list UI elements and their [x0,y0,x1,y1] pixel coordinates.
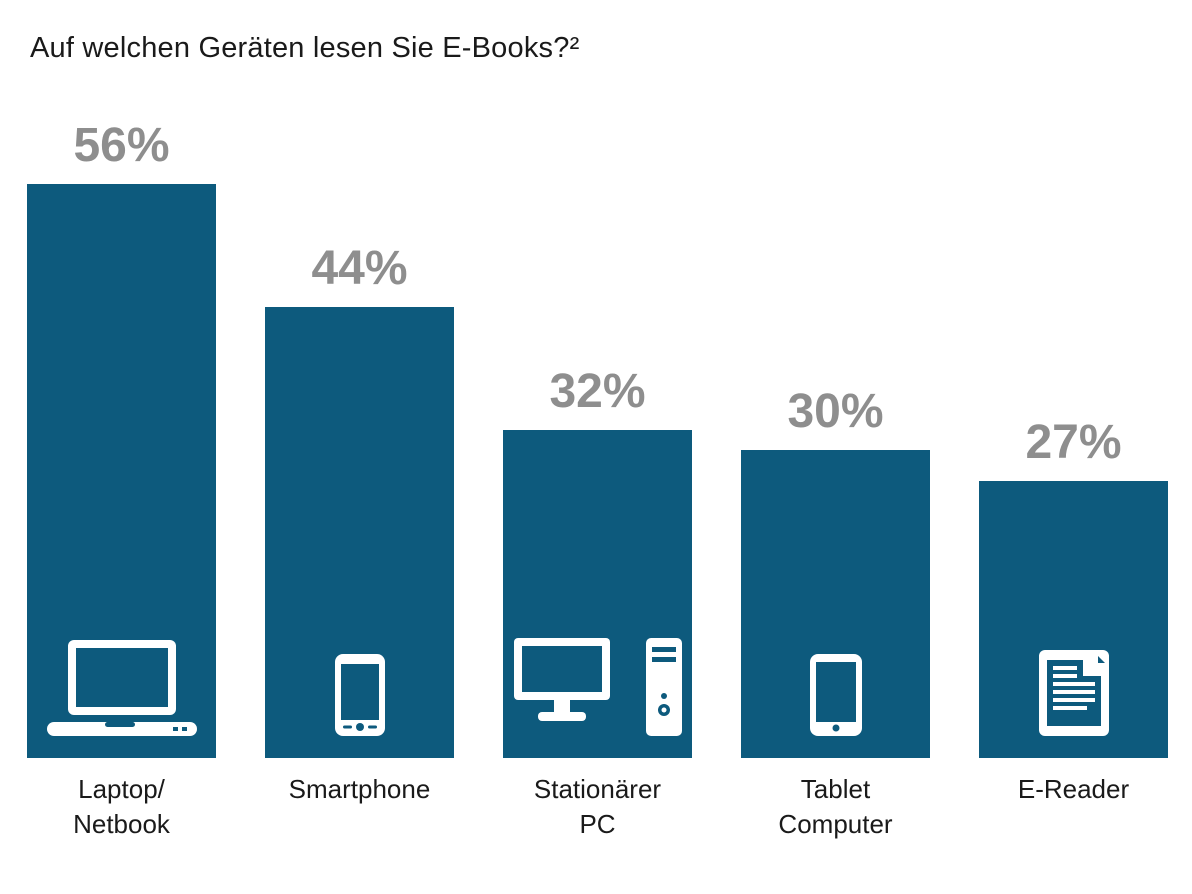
bar-value-label: 56% [73,119,170,172]
bar-value-label: 27% [1025,416,1122,469]
bar-category-label: Smartphone [288,774,431,804]
bar-category-label: Tablet Computer [778,774,893,840]
bar-column: 44% Smartphone [265,0,454,804]
e-reader-icon [1038,650,1109,758]
chart-title: Auf welchen Geräten lesen Sie E-Books?² [30,32,580,64]
bar [27,184,216,758]
bar-category-label: E-Reader [1017,774,1130,804]
smartphone-icon [334,654,385,758]
bar-column: 30% Tablet Computer [741,0,930,839]
laptop-icon [46,640,197,758]
bar [741,450,930,758]
bar [265,307,454,758]
bar-column: 32% Stationärer PC [503,0,692,839]
bar-category-label: Laptop/ Netbook [73,774,170,840]
bar [979,481,1168,758]
bar-value-label: 30% [787,385,884,438]
bar-category-label: Stationärer PC [533,774,662,840]
bar-column: 27% E-Reader [979,0,1168,804]
bar-value-label: 44% [311,242,408,295]
bar-column: 56% Laptop/ Netbook [27,0,216,839]
bar [503,430,692,758]
bar-value-label: 32% [549,365,646,418]
tablet-icon [809,654,862,758]
desktop-pc-icon [513,638,682,758]
